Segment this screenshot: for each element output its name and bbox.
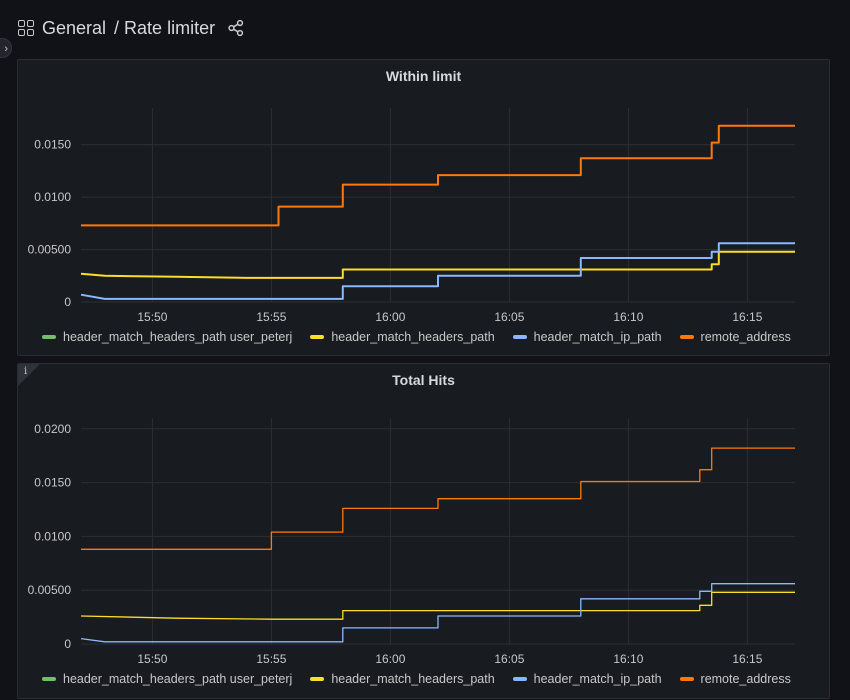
series-line-remote-address[interactable] — [81, 447, 795, 550]
panel-title[interactable]: Total Hits — [392, 372, 455, 388]
legend-item[interactable]: header_match_headers_path user_peterj — [42, 672, 292, 686]
series-line-header-match-ip-path[interactable] — [80, 583, 795, 643]
legend-label: header_match_headers_path — [331, 330, 495, 344]
y-tick-label: 0.0100 — [34, 529, 71, 543]
panel-info-corner — [18, 364, 40, 386]
x-tick-label: 16:10 — [613, 310, 643, 324]
y-tick-label: 0.00500 — [28, 583, 72, 597]
legend-swatch — [42, 335, 56, 339]
grid-icon[interactable] — [18, 20, 34, 36]
chart-legend: header_match_headers_path user_peterj hea… — [42, 672, 791, 686]
panel-title[interactable]: Within limit — [385, 68, 462, 84]
breadcrumb-folder[interactable]: General — [42, 17, 107, 38]
legend-label: header_match_headers_path user_peterj — [63, 330, 293, 344]
legend-item[interactable]: header_match_ip_path — [512, 330, 662, 344]
panel-within-limit: Within limit 15:50 15:55 16:00 16:05 16:10 16… — [17, 59, 830, 356]
series-line-header-match-ip-path[interactable] — [80, 242, 795, 300]
total-hits-chart: 15:50 15:55 16:00 16:05 16:10 16:15 0 0.00500 0.… — [28, 418, 795, 666]
y-tick-label: 0.00500 — [28, 243, 72, 257]
y-tick-label: 0.0200 — [34, 422, 71, 436]
series-line-header-match-headers-path[interactable] — [80, 591, 795, 620]
series-line-remote-address[interactable] — [81, 124, 795, 227]
x-tick-label: 16:15 — [732, 652, 762, 666]
share-icon[interactable] — [227, 19, 245, 37]
legend-label: remote_address — [700, 330, 791, 344]
x-tick-label: 15:50 — [137, 652, 167, 666]
y-tick-label: 0 — [64, 637, 71, 651]
x-tick-label: 16:05 — [494, 310, 524, 324]
x-tick-label: 16:15 — [732, 310, 762, 324]
legend-item[interactable]: header_match_ip_path — [512, 672, 662, 686]
y-tick-label: 0.0150 — [34, 476, 71, 490]
x-tick-label: 15:55 — [256, 652, 286, 666]
legend-label: header_match_ip_path — [533, 330, 662, 344]
breadcrumb: General / Rate limiter — [18, 16, 245, 40]
x-tick-label: 16:00 — [375, 310, 405, 324]
chevron-right-icon[interactable]: › — [0, 38, 12, 58]
legend-label: header_match_headers_path user_peterj — [63, 672, 293, 686]
legend-label: header_match_ip_path — [533, 672, 662, 686]
legend-label: remote_address — [700, 672, 791, 686]
x-tick-label: 16:00 — [375, 652, 405, 666]
info-icon[interactable]: i — [24, 366, 28, 377]
within-limit-chart: 15:50 15:55 16:00 16:05 16:10 16:15 0 0.00500 0.… — [28, 108, 795, 324]
legend-swatch — [310, 677, 325, 681]
legend-label: header_match_headers_path — [331, 672, 495, 686]
chart-legend: header_match_headers_path user_peterj hea… — [42, 330, 791, 344]
legend-item[interactable]: header_match_headers_path — [310, 672, 495, 686]
legend-swatch — [310, 335, 325, 339]
legend-item[interactable]: remote_address — [679, 672, 791, 686]
legend-item[interactable]: remote_address — [679, 330, 791, 344]
x-tick-label: 16:10 — [613, 652, 643, 666]
legend-swatch — [512, 677, 527, 681]
x-tick-label: 16:05 — [494, 652, 524, 666]
legend-swatch — [679, 677, 694, 681]
y-tick-label: 0.0100 — [34, 190, 71, 204]
dashboard-header: › General / Rate limiter — [0, 0, 850, 58]
legend-item[interactable]: header_match_headers_path — [310, 330, 495, 344]
legend-item[interactable]: header_match_headers_path user_peterj — [42, 330, 292, 344]
panel-total-hits: i Total Hits 15:50 15:55 16:00 16:05 16:10 16… — [17, 363, 830, 699]
series-line-header-match-headers-path[interactable] — [80, 250, 795, 279]
breadcrumb-dashboard: / Rate limiter — [114, 17, 216, 38]
legend-swatch — [512, 335, 527, 339]
y-tick-label: 0 — [64, 295, 71, 309]
x-tick-label: 15:50 — [137, 310, 167, 324]
legend-swatch — [679, 335, 694, 339]
y-tick-label: 0.0150 — [34, 138, 71, 152]
x-tick-label: 15:55 — [256, 310, 286, 324]
legend-swatch — [42, 677, 56, 681]
